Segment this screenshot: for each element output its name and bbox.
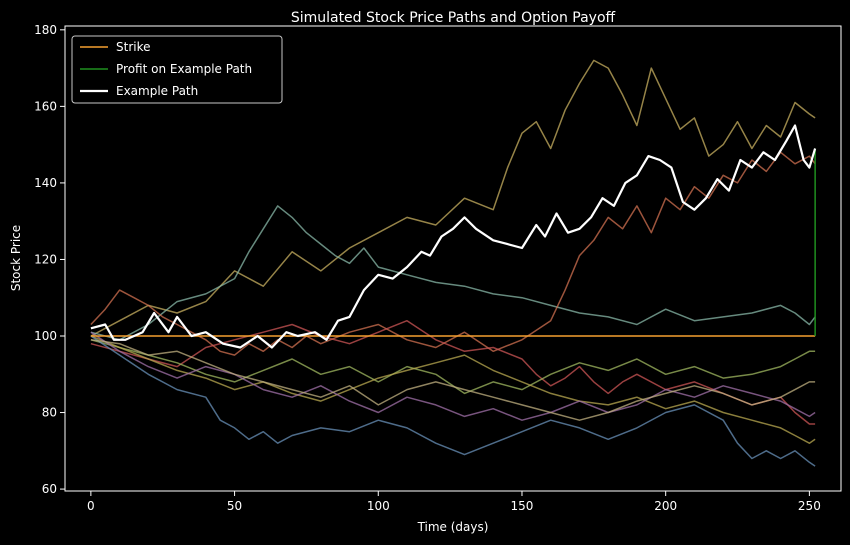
- legend: Strike Profit on Example Path Example Pa…: [71, 35, 283, 104]
- simulated-path-9: [90, 339, 816, 421]
- chart-title: Simulated Stock Price Paths and Option P…: [291, 10, 616, 26]
- legend-label-strike: Strike: [116, 40, 151, 54]
- y-tick-label: 100: [34, 329, 57, 343]
- plot-frame: [64, 25, 842, 492]
- x-tick-label: 100: [367, 499, 390, 513]
- y-tick-label: 60: [42, 482, 57, 496]
- y-axis-label: Stock Price: [9, 225, 23, 291]
- simulated-path-8: [90, 335, 816, 467]
- x-tick-label: 150: [511, 499, 534, 513]
- simulated-path-5: [90, 339, 816, 395]
- simulated-path-2: [90, 205, 816, 341]
- y-tick-label: 140: [34, 176, 57, 190]
- simulated-path-6: [90, 335, 816, 444]
- legend-label-example-path: Example Path: [116, 84, 198, 98]
- legend-label-profit: Profit on Example Path: [116, 62, 252, 76]
- x-tick-label: 250: [798, 499, 821, 513]
- x-tick-label: 50: [227, 499, 242, 513]
- y-tick-label: 80: [42, 406, 57, 420]
- y-axis: 60 80 100 120 140 160 180: [34, 23, 65, 496]
- y-tick-label: 180: [34, 23, 57, 37]
- x-axis: 0 50 100 150 200 250: [87, 491, 821, 513]
- x-tick-label: 200: [654, 499, 677, 513]
- simulated-path-7: [90, 331, 816, 421]
- simulated-path-1: [90, 59, 816, 337]
- y-tick-label: 120: [34, 252, 57, 266]
- x-tick-label: 0: [87, 499, 95, 513]
- legend-box: [71, 35, 283, 104]
- y-tick-label: 160: [34, 99, 57, 113]
- x-axis-label: Time (days): [417, 520, 489, 534]
- simulated-path-3: [90, 151, 816, 356]
- example-path: [90, 124, 817, 349]
- series-layer: [90, 59, 817, 467]
